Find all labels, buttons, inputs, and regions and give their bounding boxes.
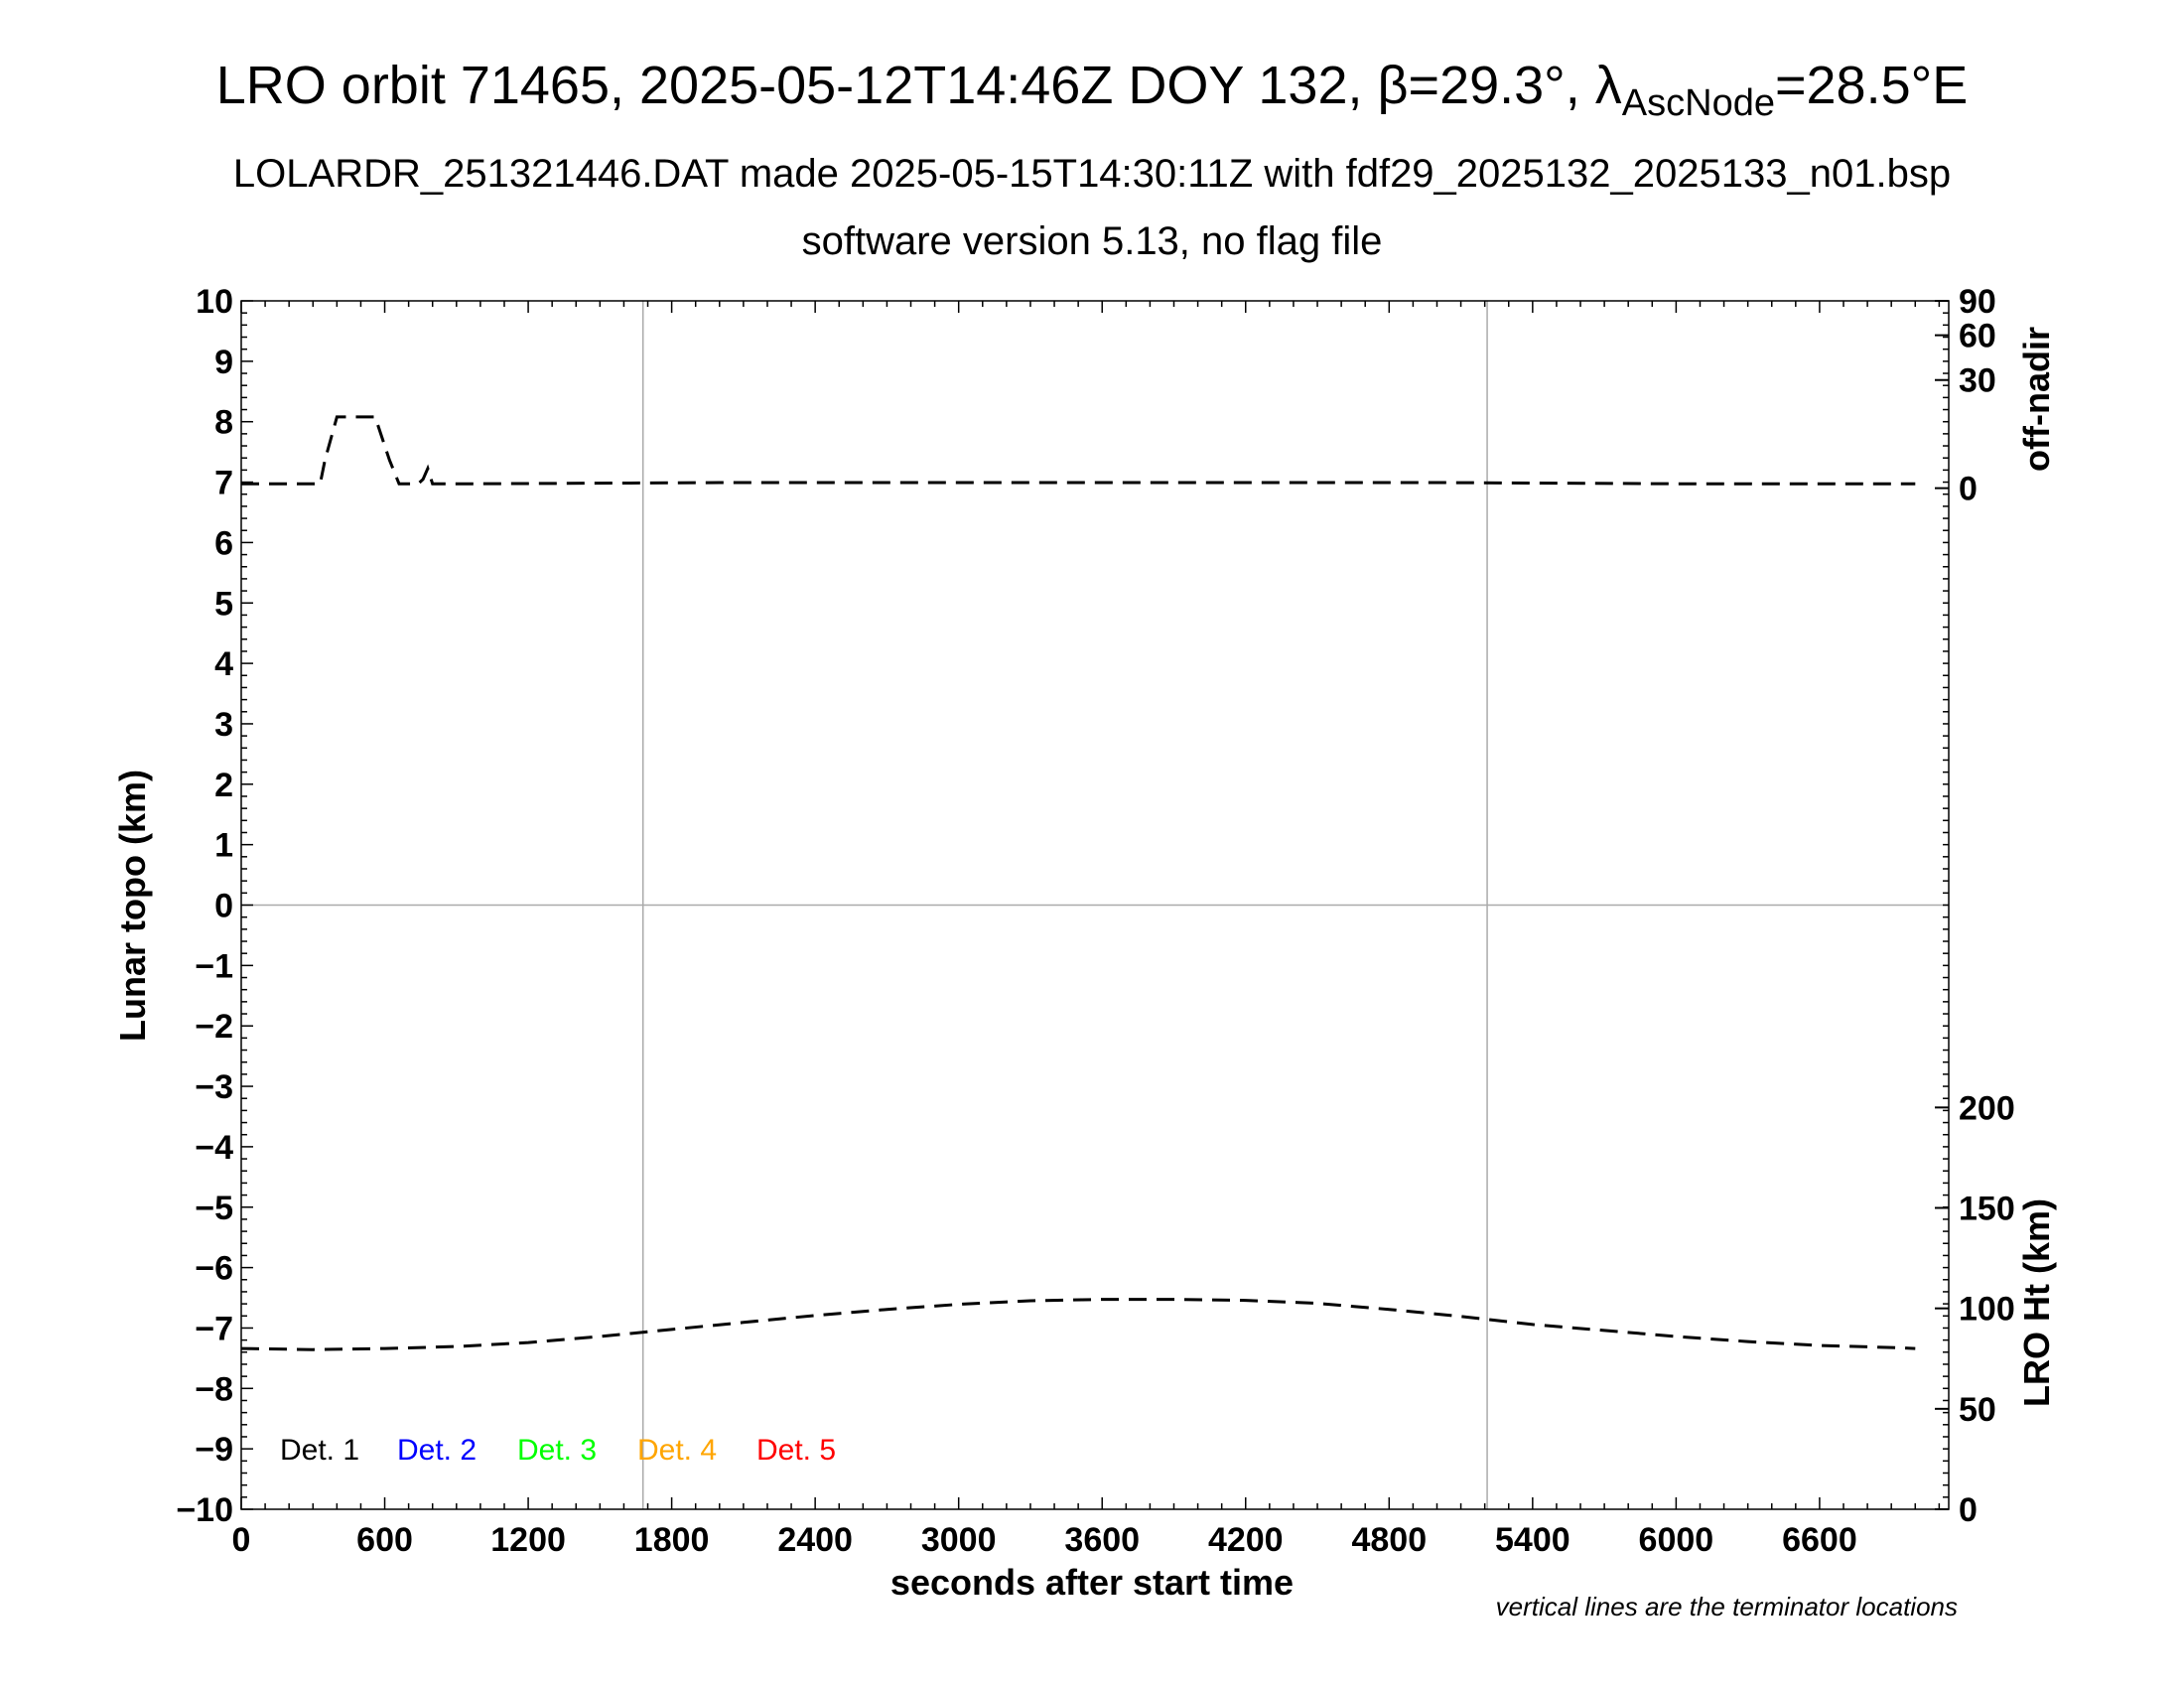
- y-tick-label-left: −7: [195, 1310, 233, 1347]
- y-axis-label-left: Lunar topo (km): [112, 770, 153, 1042]
- terminator-note: vertical lines are the terminator locati…: [1496, 1592, 1958, 1621]
- y-tick-label-left: −8: [195, 1370, 233, 1408]
- title-lambda-sub: AscNode: [1622, 82, 1775, 124]
- x-tick-label: 1800: [634, 1521, 710, 1559]
- x-axis-label: seconds after start time: [890, 1562, 1294, 1603]
- legend-item-det-1: Det. 1: [280, 1434, 359, 1467]
- y-tick-label-left: −4: [195, 1129, 233, 1167]
- y-tick-label-left: 5: [214, 585, 233, 623]
- title-prefix: LRO orbit 71465, 2025-05-12T14:46Z DOY 1…: [216, 56, 1378, 115]
- y-tick-label-left: 10: [196, 283, 233, 321]
- series-layer: [240, 415, 1916, 1351]
- x-tick-label: 4200: [1208, 1521, 1284, 1559]
- x-tick-label: 0: [232, 1521, 251, 1559]
- chart-title: LRO orbit 71465, 2025-05-12T14:46Z DOY 1…: [216, 56, 1968, 124]
- y-tick-label-left: 2: [214, 767, 233, 804]
- x-tick-label: 600: [356, 1521, 413, 1559]
- y-tick-label-left: 1: [214, 827, 233, 865]
- y-tick-label-left: −5: [195, 1190, 233, 1227]
- subtitle-software: software version 5.13, no flag file: [802, 219, 1383, 263]
- legend: Det. 1 Det. 2 Det. 3 Det. 4 Det. 5: [280, 1434, 836, 1467]
- grid-lines: [241, 301, 1949, 1509]
- title-lambda-value: =28.5°E: [1775, 56, 1968, 115]
- x-tick-label: 3000: [921, 1521, 997, 1559]
- y-tick-label-left: 3: [214, 706, 233, 744]
- lro-height-series: [240, 1298, 1916, 1351]
- off-nadir-tick-label: 30: [1959, 362, 1996, 400]
- legend-item-det-4: Det. 4: [637, 1434, 717, 1467]
- y-tick-label-left: 7: [214, 465, 233, 502]
- y-axis-label-lro-ht: LRO Ht (km): [2016, 1198, 2057, 1407]
- x-tick-label: 6000: [1639, 1521, 1714, 1559]
- y-tick-label-left: 9: [214, 344, 233, 381]
- title-lambda: λ: [1595, 56, 1622, 115]
- y-tick-label-left: −10: [176, 1491, 233, 1529]
- off-nadir-tick-label: 60: [1959, 318, 1996, 355]
- subtitle-file: LOLARDR_251321446.DAT made 2025-05-15T14…: [233, 152, 1951, 196]
- y-tick-label-left: 8: [214, 404, 233, 442]
- y-axis-label-off-nadir: off-nadir: [2016, 327, 2057, 472]
- x-tick-label: 5400: [1495, 1521, 1570, 1559]
- tick-layer: [240, 300, 1949, 1510]
- tick-label-layer: 0 600 1200 1800 2400 3000 3600 4200 4800 5400 6000…: [176, 283, 2014, 1559]
- lro-ht-tick-label: 200: [1959, 1089, 2015, 1127]
- lro-ht-tick-label: 50: [1959, 1391, 1996, 1429]
- y-tick-label-left: 6: [214, 524, 233, 562]
- legend-item-det-5: Det. 5: [756, 1434, 836, 1467]
- off-nadir-tick-label: 0: [1959, 471, 1978, 508]
- lro-ht-tick-label: 150: [1959, 1191, 2015, 1228]
- y-tick-label-left: 4: [214, 645, 233, 683]
- off-nadir-tick-label: 90: [1959, 283, 1996, 321]
- lro-ht-tick-label: 0: [1959, 1491, 1978, 1529]
- legend-item-det-2: Det. 2: [397, 1434, 477, 1467]
- y-tick-label-left: −6: [195, 1250, 233, 1288]
- y-tick-label-left: −9: [195, 1431, 233, 1469]
- y-tick-label-left: −1: [195, 947, 233, 985]
- legend-item-det-3: Det. 3: [517, 1434, 597, 1467]
- x-tick-label: 4800: [1351, 1521, 1427, 1559]
- y-tick-label-left: −2: [195, 1008, 233, 1046]
- title-beta: β=29.3°,: [1377, 56, 1594, 115]
- y-tick-label-left: 0: [214, 888, 233, 925]
- off-nadir-series: [241, 415, 1916, 486]
- x-tick-label: 1200: [490, 1521, 566, 1559]
- y-tick-label-left: −3: [195, 1068, 233, 1106]
- x-tick-label: 2400: [777, 1521, 853, 1559]
- x-tick-label: 3600: [1064, 1521, 1140, 1559]
- lro-ht-tick-label: 100: [1959, 1291, 2015, 1329]
- x-tick-label: 6600: [1782, 1521, 1857, 1559]
